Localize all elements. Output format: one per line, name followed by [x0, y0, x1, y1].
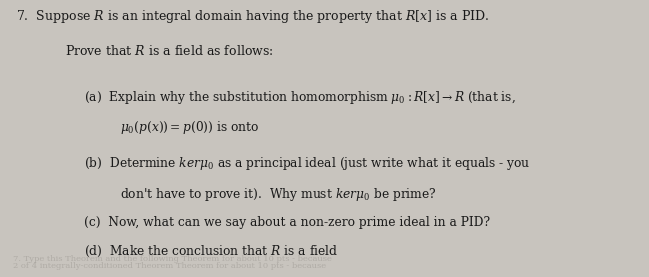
Text: (c)  Now, what can we say about a non-zero prime ideal in a PID?: (c) Now, what can we say about a non-zer…: [84, 216, 491, 229]
Text: $\mu_0(p(x)) = p(0))$ is onto: $\mu_0(p(x)) = p(0))$ is onto: [120, 119, 260, 136]
Text: 7. Type this Theorem and the following Theorem for about 10 pts - because: 7. Type this Theorem and the following T…: [13, 255, 332, 263]
Text: (d)  Make the conclusion that $R$ is a field: (d) Make the conclusion that $R$ is a fi…: [84, 244, 339, 259]
Text: Prove that $R$ is a field as follows:: Prove that $R$ is a field as follows:: [65, 44, 273, 58]
Text: (b)  Determine $ker\mu_0$ as a principal ideal (just write what it equals - you: (b) Determine $ker\mu_0$ as a principal …: [84, 155, 531, 172]
Text: (a)  Explain why the substitution homomorphism $\mu_0 : R[x] \rightarrow R$ (tha: (a) Explain why the substitution homomor…: [84, 89, 516, 106]
Text: 7.  Suppose $R$ is an integral domain having the property that $R[x]$ is a PID.: 7. Suppose $R$ is an integral domain hav…: [16, 8, 489, 25]
Text: 2 of 4 integrally-conditioned Theorem Theorem for about 10 pts - because: 2 of 4 integrally-conditioned Theorem Th…: [13, 262, 326, 270]
Text: don't have to prove it).  Why must $ker\mu_0$ be prime?: don't have to prove it). Why must $ker\m…: [120, 186, 437, 202]
